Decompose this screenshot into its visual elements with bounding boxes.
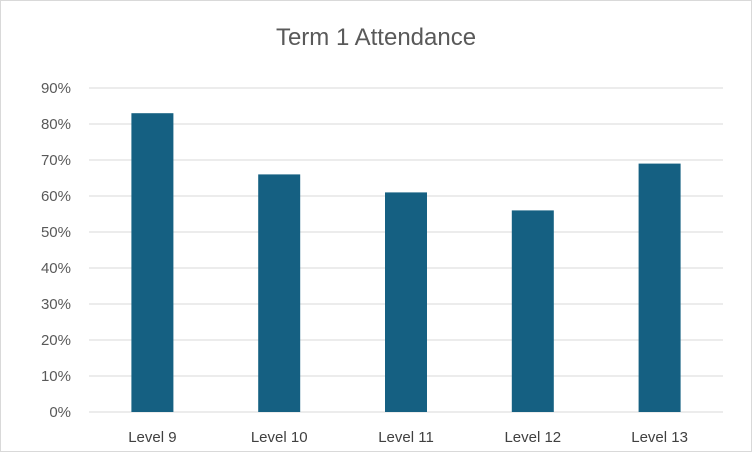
bar-level-11 — [385, 192, 427, 412]
y-tick-label: 90% — [41, 80, 71, 97]
y-tick-label: 50% — [41, 224, 71, 241]
y-axis-tick-labels: 0% 10% 20% 30% 40% 50% 60% 70% 80% 90% — [41, 80, 71, 421]
bar-level-9 — [131, 113, 174, 412]
x-axis-category-labels: Level 9 Level 10 Level 11 Level 12 Level 13 — [128, 429, 688, 446]
x-category-label: Level 9 — [128, 429, 176, 446]
y-tick-label: 0% — [49, 404, 71, 421]
x-category-label: Level 11 — [378, 429, 434, 446]
bar-level-12 — [511, 210, 554, 412]
chart-title: Term 1 Attendance — [276, 24, 476, 51]
y-tick-label: 60% — [41, 188, 71, 205]
y-tick-label: 10% — [41, 368, 71, 385]
y-tick-label: 70% — [41, 152, 71, 169]
x-category-label: Level 10 — [251, 429, 308, 446]
y-tick-label: 30% — [41, 296, 71, 313]
bars — [131, 113, 681, 412]
bar-level-13 — [638, 163, 681, 412]
x-category-label: Level 12 — [504, 429, 561, 446]
y-tick-label: 20% — [41, 332, 71, 349]
y-tick-label: 40% — [41, 260, 71, 277]
bar-level-10 — [258, 174, 301, 412]
y-tick-label: 80% — [41, 116, 71, 133]
x-category-label: Level 13 — [631, 429, 688, 446]
